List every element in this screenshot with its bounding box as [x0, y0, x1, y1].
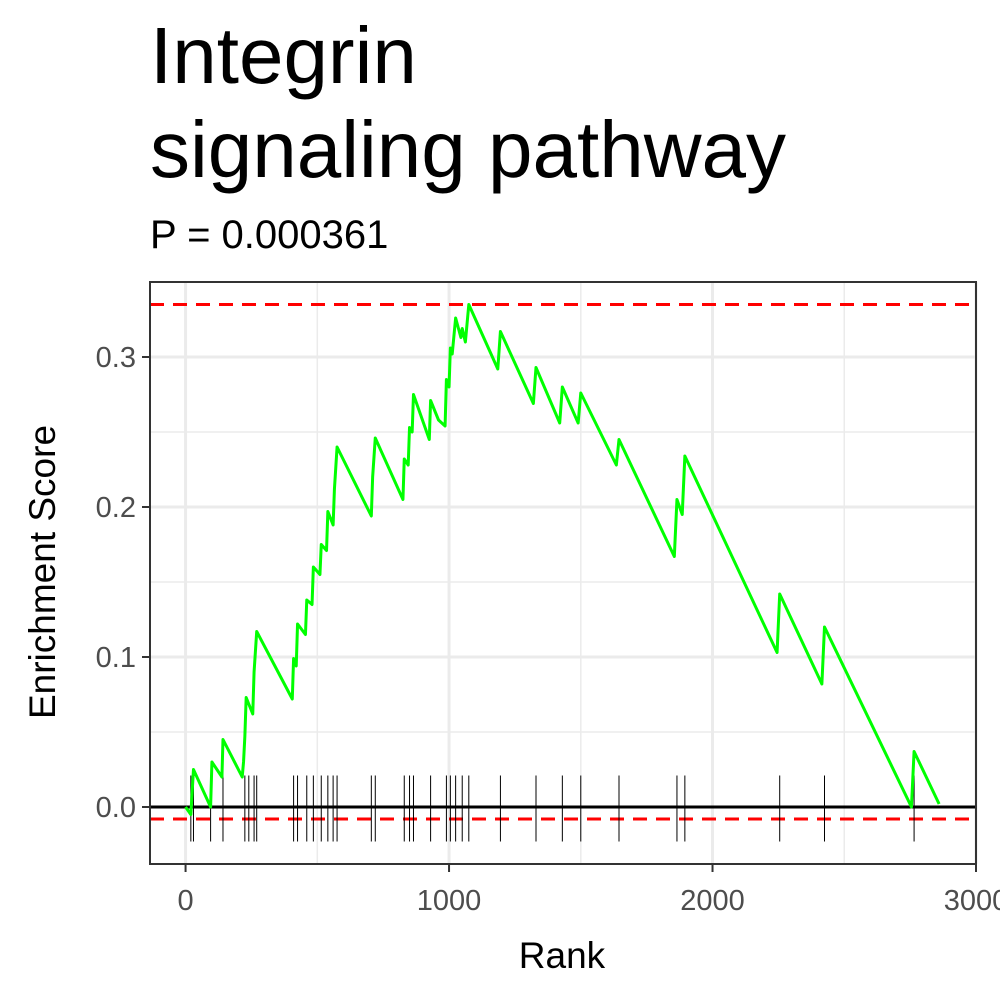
y-axis-label: Enrichment Score [22, 425, 63, 719]
x-tick-label: 1000 [417, 885, 482, 917]
panel-border [149, 281, 977, 865]
y-tick-label: 0.0 [96, 792, 136, 824]
x-tick-label: 2000 [680, 885, 745, 917]
x-tick-label: 0 [177, 885, 193, 917]
chart-title-line-1: Integrin [150, 11, 417, 100]
reference-lines [150, 303, 976, 821]
y-tick-label: 0.2 [96, 492, 136, 524]
grid-lines [150, 282, 978, 864]
chart-title-line-2: signaling pathway [150, 105, 786, 194]
enrichment-curve [184, 303, 941, 816]
enrichment-score-line [184, 303, 941, 816]
chart-subtitle: P = 0.000361 [150, 213, 388, 257]
y-tick-label: 0.1 [96, 642, 136, 674]
y-tick-label: 0.3 [96, 342, 136, 374]
gene-hit-ticks [190, 775, 915, 842]
x-axis-label: Rank [519, 935, 606, 976]
y-axis-ticks: 0.0 0.1 0.2 0.3 [96, 342, 150, 824]
